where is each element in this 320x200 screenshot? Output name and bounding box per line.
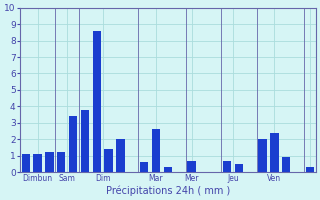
Bar (81, 110, 89, 172)
Bar (282, 157, 290, 172)
X-axis label: Précipitations 24h ( mm ): Précipitations 24h ( mm ) (106, 185, 230, 196)
Bar (223, 161, 231, 172)
Bar (105, 149, 113, 172)
Bar (34, 154, 42, 172)
Bar (140, 162, 148, 172)
Bar (188, 161, 196, 172)
Bar (152, 129, 160, 172)
Bar (93, 31, 101, 172)
Bar (306, 167, 314, 172)
Bar (270, 133, 278, 172)
Bar (69, 116, 77, 172)
Bar (57, 152, 65, 172)
Bar (22, 154, 30, 172)
Bar (259, 139, 267, 172)
Bar (116, 139, 124, 172)
Bar (45, 152, 53, 172)
Bar (235, 164, 243, 172)
Bar (164, 167, 172, 172)
